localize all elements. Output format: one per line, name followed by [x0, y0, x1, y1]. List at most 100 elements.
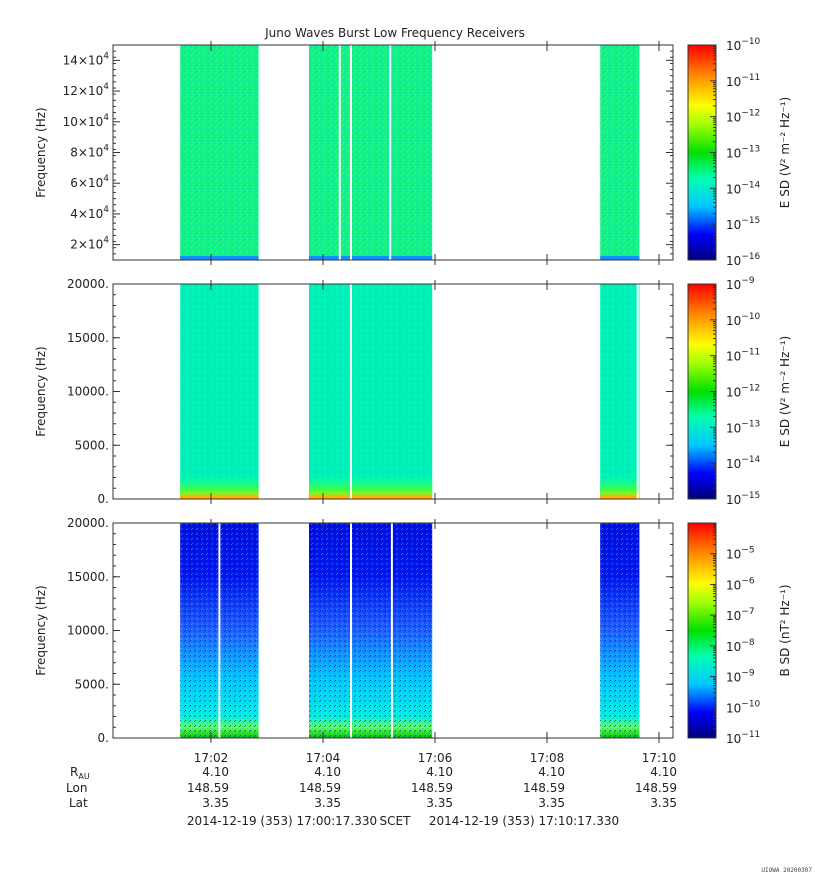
colorbar-tick-label: 10−12 [726, 109, 760, 125]
ephem-label-r: RAU [70, 765, 90, 781]
ephemeris-value: 148.59 [523, 781, 565, 795]
x-tick-label: 17:02 [194, 751, 229, 765]
colorbar-tick-label: 10−13 [726, 145, 760, 161]
colorbar-tick-label: 10−10 [726, 699, 761, 715]
y-tick-label: 10000. [67, 385, 109, 399]
colorbar-tick-label: 10−11 [726, 730, 760, 746]
panel-top: 2×104 4×104 6×104 8×104 10×104 12×104 14×104 Fr… [34, 37, 792, 268]
ephemeris-values: 4.10148.593.354.10148.593.354.10148.593.… [187, 765, 677, 810]
data-gap [338, 45, 341, 260]
panels: 2×104 4×104 6×104 8×104 10×104 12×104 14×104 Fr… [34, 37, 792, 746]
ephemeris-value: 3.35 [538, 796, 565, 810]
data-block [309, 523, 433, 738]
y-tick-label: 20000. [67, 277, 109, 291]
data-block [180, 284, 259, 499]
data-gap [350, 284, 352, 499]
ephem-label-lat: Lat [69, 796, 88, 810]
y-axis-label: Frequency (Hz) [34, 346, 48, 437]
y-tick-label: 4×104 [70, 205, 109, 221]
x-tick-label: 17:10 [642, 751, 677, 765]
colorbar-tick-label: 10−6 [726, 576, 755, 592]
panel-bottom: 0. 5000. 10000. 15000. 20000. Frequency (Hz) 1… [34, 516, 792, 746]
data-block [180, 45, 259, 260]
colorbar-tick-label: 10−9 [726, 669, 755, 685]
colorbar-tick-label: 10−15 [726, 491, 760, 507]
chart-title: Juno Waves Burst Low Frequency Receivers [264, 26, 525, 40]
footer-end-time: 2014-12-19 (353) 17:10:17.330 [429, 814, 619, 828]
y-tick-label: 0. [98, 731, 109, 745]
colorbar-tick-label: 10−9 [726, 276, 755, 292]
colorbar-tick-label: 10−13 [726, 419, 760, 435]
panel-middle: 0. 5000. 10000. 15000. 20000. Frequency (Hz) 1… [34, 276, 792, 507]
colorbar-tick-label: 10−14 [726, 180, 761, 196]
data-gap [350, 523, 352, 738]
data-gap [636, 284, 639, 499]
colorbar-tick-label: 10−7 [726, 607, 755, 623]
y-tick-label: 10000. [67, 624, 109, 638]
data-gap [218, 523, 221, 738]
colorbar-tick-label: 10−12 [726, 384, 760, 400]
colorbar-tick-label: 10−15 [726, 216, 760, 232]
colorbar-label: E SD (V² m⁻² Hz⁻¹) [778, 336, 792, 447]
ephemeris-value: 4.10 [202, 765, 229, 779]
colorbar-label: E SD (V² m⁻² Hz⁻¹) [778, 97, 792, 208]
data-block [600, 523, 640, 738]
x-axis: 17:02 17:04 17:06 17:08 17:10 [194, 751, 677, 765]
colorbar-tick-label: 10−8 [726, 638, 755, 654]
ephemeris-value: 4.10 [426, 765, 453, 779]
footer-start-time: 2014-12-19 (353) 17:00:17.330 [187, 814, 377, 828]
ephemeris-value: 3.35 [314, 796, 341, 810]
data-block [600, 284, 640, 499]
y-tick-label: 10×104 [63, 113, 110, 129]
y-axis-label: Frequency (Hz) [34, 107, 48, 198]
ephemeris-value: 4.10 [650, 765, 677, 779]
ephemeris-value: 3.35 [650, 796, 677, 810]
ephemeris-value: 3.35 [202, 796, 229, 810]
ephemeris-value: 148.59 [635, 781, 677, 795]
footer-scet: SCET [380, 814, 412, 828]
ephemeris-value: 148.59 [187, 781, 229, 795]
colorbar: 10−16 10−15 10−14 10−13 10−12 10−11 10−10 E SD … [687, 37, 792, 268]
data-gap [350, 45, 352, 260]
ephemeris-value: 4.10 [538, 765, 565, 779]
data-block [600, 45, 640, 260]
colorbar-tick-label: 10−10 [726, 312, 761, 328]
colorbar: 10−15 10−14 10−13 10−12 10−11 10−10 10−9 E SD (… [687, 276, 792, 507]
y-tick-label: 12×104 [63, 82, 110, 98]
colorbar-scale [687, 522, 717, 739]
footer-credit: UIOWA 20200307 [761, 867, 812, 874]
ephemeris-value: 148.59 [411, 781, 453, 795]
ephemeris-value: 4.10 [314, 765, 341, 779]
y-axis-label: Frequency (Hz) [34, 585, 48, 676]
x-tick-label: 17:04 [306, 751, 341, 765]
ephem-label-lon: Lon [66, 781, 87, 795]
y-tick-label: 14×104 [63, 51, 110, 67]
colorbar-tick-label: 10−11 [726, 73, 760, 89]
colorbar-label: B SD (nT² Hz⁻¹) [778, 584, 792, 676]
colorbar-tick-label: 10−14 [726, 455, 761, 471]
data-gap [389, 45, 392, 260]
y-tick-label: 20000. [67, 516, 109, 530]
y-tick-label: 15000. [67, 570, 109, 584]
colorbar: 10−11 10−10 10−9 10−8 10−7 10−6 10−5 B SD (nT² … [687, 522, 792, 746]
data-block [309, 284, 433, 499]
y-tick-label: 8×104 [70, 144, 109, 160]
x-tick-label: 17:08 [530, 751, 565, 765]
y-tick-label: 15000. [67, 331, 109, 345]
y-tick-label: 5000. [75, 677, 109, 691]
ephemeris-value: 148.59 [299, 781, 341, 795]
data-gap [390, 523, 393, 738]
colorbar-tick-label: 10−16 [726, 252, 761, 268]
y-tick-label: 0. [98, 492, 109, 506]
ephemeris-value: 3.35 [426, 796, 453, 810]
y-tick-label: 2×104 [70, 236, 109, 252]
colorbar-tick-label: 10−5 [726, 546, 755, 562]
y-tick-label: 5000. [75, 438, 109, 452]
colorbar-tick-label: 10−10 [726, 37, 761, 53]
ephemeris-table: RAU Lon Lat 4.10148.593.354.10148.593.35… [66, 765, 677, 810]
data-block [309, 45, 433, 260]
colorbar-tick-label: 10−11 [726, 348, 760, 364]
y-tick-label: 6×104 [70, 174, 109, 190]
x-tick-label: 17:06 [418, 751, 453, 765]
